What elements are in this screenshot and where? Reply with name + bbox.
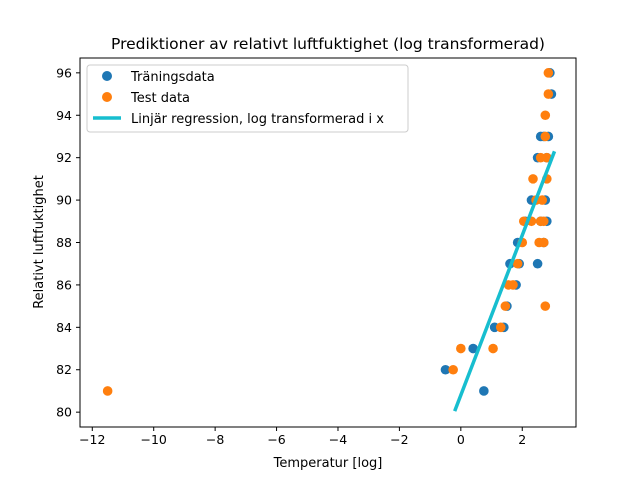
point-training <box>440 364 451 375</box>
point-test <box>456 343 466 354</box>
legend-label-regression: Linjär regression, log transformerad i x <box>131 112 384 127</box>
point-test <box>528 174 538 184</box>
y-tick-label: 86 <box>56 277 72 292</box>
point-training <box>532 258 543 269</box>
point-test <box>102 386 113 396</box>
point-test <box>512 258 523 269</box>
y-tick-label: 94 <box>56 108 72 123</box>
legend-label-training: Träningsdata <box>130 70 215 85</box>
point-test <box>538 237 549 248</box>
y-tick-label: 88 <box>56 235 72 250</box>
x-tick-label: −8 <box>206 432 224 447</box>
legend: Träningsdata Test data Linjär regression… <box>86 64 409 133</box>
y-tick-label: 96 <box>56 65 72 80</box>
legend-box <box>86 64 409 133</box>
point-test <box>540 301 551 311</box>
point-test <box>543 68 554 78</box>
x-tick-label: 2 <box>518 432 526 447</box>
regression-line <box>453 150 557 412</box>
x-axis: −12 −10 −8 −6 −4 −2 0 2 <box>79 427 526 447</box>
point-test <box>537 195 548 205</box>
x-tick-label: −12 <box>79 432 105 447</box>
x-tick-label: −6 <box>267 432 285 447</box>
x-axis-label: Temperatur [log] <box>273 456 383 471</box>
x-tick-label: −4 <box>329 432 347 447</box>
y-axis: 80 82 84 86 88 90 92 94 96 <box>56 65 80 420</box>
x-tick-label: 0 <box>457 432 465 447</box>
chart-title: Prediktioner av relativt luftfuktighet (… <box>111 35 545 53</box>
plot-layer <box>102 68 557 412</box>
point-test <box>448 364 458 375</box>
y-tick-label: 92 <box>56 150 72 165</box>
y-tick-label: 80 <box>56 405 72 420</box>
y-tick-label: 82 <box>56 362 72 377</box>
point-test <box>540 110 551 121</box>
legend-marker-training <box>102 71 112 81</box>
point-test <box>488 343 498 354</box>
point-test <box>500 301 511 311</box>
point-test <box>540 131 551 142</box>
point-test <box>538 216 549 227</box>
point-training <box>479 386 489 396</box>
y-axis-label: Relativt luftfuktighet <box>32 175 47 309</box>
legend-label-test: Test data <box>130 91 190 106</box>
point-training <box>468 343 478 354</box>
point-test <box>543 89 554 99</box>
legend-marker-test <box>102 92 112 102</box>
x-tick-label: −10 <box>141 432 167 447</box>
point-test <box>508 280 518 290</box>
y-tick-label: 90 <box>56 193 72 208</box>
point-test <box>535 152 546 163</box>
y-tick-label: 84 <box>56 320 72 335</box>
x-tick-label: −2 <box>390 432 408 447</box>
point-test <box>495 322 506 333</box>
